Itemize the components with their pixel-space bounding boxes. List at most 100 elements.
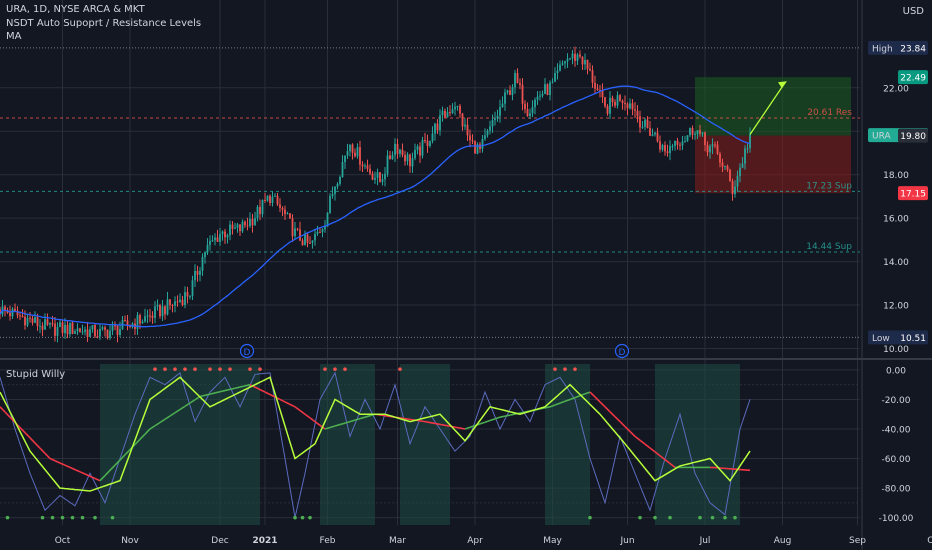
candle-body (384, 173, 386, 180)
oscillator-tick-label: -60.00 (881, 455, 910, 465)
time-tick-label: Jul (699, 536, 711, 546)
candle-body (579, 54, 581, 57)
candle-body (596, 88, 599, 90)
candle-body (316, 231, 319, 234)
candle-body (336, 183, 339, 187)
slow-signal-line (19, 426, 26, 434)
candle-body (546, 84, 549, 96)
overbought-marker (248, 367, 252, 371)
candle-body (544, 84, 546, 94)
slow-signal-line (439, 423, 446, 427)
candle-body (626, 103, 629, 109)
candle-body (104, 327, 106, 330)
oversold-marker (300, 515, 305, 520)
overbought-marker (218, 367, 222, 371)
slow-signal-line (564, 398, 571, 403)
candle-body (634, 109, 636, 111)
candle-body (211, 240, 214, 242)
candle-body (26, 317, 29, 326)
indicator-sr-title[interactable]: NSDT Auto Supoprt / Resistance Levels (6, 18, 202, 29)
candle-body (31, 318, 34, 323)
time-tick-label: Sep (849, 536, 866, 546)
slow-signal-line (54, 460, 61, 464)
candle-body (231, 224, 234, 229)
indicator-ma-title[interactable]: MA (6, 31, 22, 42)
slow-signal-line (444, 424, 451, 428)
candle-body (476, 144, 479, 154)
currency-label[interactable]: USD (902, 6, 924, 17)
candle-body (659, 141, 661, 150)
candle-body (391, 155, 394, 160)
candle-body (91, 324, 94, 330)
slow-signal-line (144, 428, 151, 435)
candle-body (236, 224, 239, 228)
target-arrow-head (778, 81, 787, 89)
candle-body (676, 140, 679, 145)
oscillator-zone (100, 364, 260, 525)
oscillator-zone (545, 364, 590, 525)
slow-signal-line (229, 387, 236, 391)
candle-body (299, 229, 301, 241)
candle-body (609, 97, 611, 114)
oscillator-line (0, 371, 751, 518)
slow-signal-line (34, 442, 41, 449)
slow-signal-line (664, 459, 671, 465)
slow-signal-line (464, 426, 471, 430)
slow-signal-line (189, 399, 196, 404)
overbought-marker (183, 367, 187, 371)
candle-body (696, 130, 699, 134)
price-tag-low (868, 330, 928, 345)
oscillator-title[interactable]: Stupid Willy (6, 369, 66, 380)
candle-body (166, 299, 169, 315)
candle-body (301, 240, 304, 246)
candle-body (599, 89, 601, 91)
candle-body (179, 299, 181, 302)
slow-signal-line (259, 388, 266, 393)
candle-body (651, 134, 654, 136)
slow-signal-line (284, 401, 291, 406)
candle-body (736, 176, 739, 187)
candle-body (251, 218, 254, 226)
oversold-marker (60, 515, 65, 520)
candle-body (429, 141, 431, 146)
candle-body (481, 138, 484, 149)
candle-body (241, 221, 244, 232)
candle-body (131, 323, 134, 327)
candle-body (629, 103, 631, 109)
candle-body (376, 172, 379, 178)
slow-signal-line (454, 426, 461, 429)
slow-signal-line (509, 413, 516, 416)
candle-body (644, 119, 646, 127)
candle-body (721, 162, 724, 167)
candle-body (169, 299, 171, 305)
candle-body (444, 110, 446, 118)
candle-body (694, 133, 696, 135)
candle-body (156, 305, 159, 307)
candle-body (526, 109, 529, 117)
slow-signal-line (314, 420, 321, 426)
overbought-marker (323, 367, 327, 371)
slow-signal-line (499, 415, 506, 418)
candle-body (701, 132, 704, 134)
candle-body (54, 323, 56, 336)
slow-signal-line (99, 474, 106, 482)
slow-signal-line (39, 447, 46, 454)
candle-body (414, 149, 416, 159)
overbought-marker (228, 367, 232, 371)
candle-body (141, 321, 144, 324)
slow-signal-line (544, 406, 551, 409)
candle-body (101, 327, 104, 329)
candle-body (389, 155, 391, 160)
candle-body (649, 127, 651, 136)
candle-body (284, 209, 286, 215)
candle-body (469, 135, 471, 141)
candle-body (79, 328, 81, 332)
candle-body (396, 143, 399, 154)
candle-body (86, 329, 89, 337)
candle-body (304, 234, 306, 246)
candle-body (586, 60, 589, 69)
candle-body (339, 176, 341, 184)
candle-body (76, 328, 79, 332)
candle-body (4, 306, 6, 311)
